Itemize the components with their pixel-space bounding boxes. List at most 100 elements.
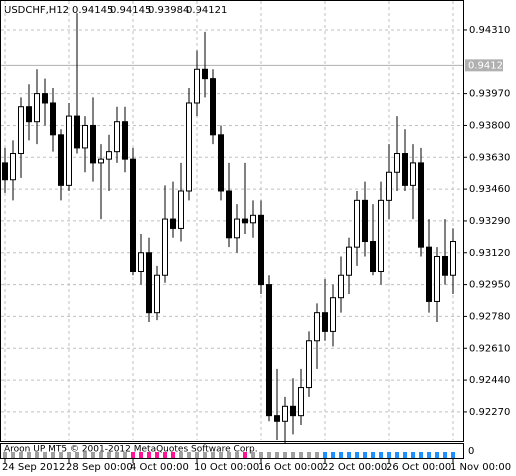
indicator-bar <box>251 452 255 458</box>
candle-body <box>258 214 264 286</box>
candle-body <box>402 153 408 186</box>
candle-body <box>322 312 328 332</box>
indicator-bar <box>427 452 431 458</box>
candle-body <box>306 340 312 389</box>
candle-body <box>234 218 240 239</box>
indicator-bar <box>219 452 223 458</box>
indicator-bar <box>203 452 207 458</box>
indicator-bar <box>347 452 351 458</box>
candle-body <box>66 115 72 186</box>
y-tick-label: 0.93970 <box>469 89 510 100</box>
candle-body <box>162 218 168 276</box>
indicator-bar <box>387 452 391 458</box>
indicator-bar <box>3 452 7 458</box>
candle-body <box>18 106 24 155</box>
indicator-bar <box>11 452 15 458</box>
candle-body <box>418 162 424 248</box>
indicator-bar <box>379 452 383 458</box>
x-tick-label: 1 Nov 00:00 <box>450 462 511 473</box>
indicator-bar <box>267 452 271 458</box>
candle-body <box>122 121 128 160</box>
candle-body <box>2 162 8 181</box>
candle-body <box>362 199 368 243</box>
y-tick-label: 0.92270 <box>469 407 510 418</box>
candle-body <box>26 106 32 123</box>
candle-body <box>82 124 88 149</box>
indicator-bar <box>411 452 415 458</box>
indicator-bar <box>307 452 311 458</box>
indicator-bar <box>235 452 239 458</box>
candle-body <box>90 124 96 164</box>
indicator-bar <box>163 452 167 458</box>
header-close: 0.94121 <box>186 5 227 16</box>
x-tick-label: 22 Oct 00:00 <box>322 462 387 473</box>
candle-body <box>186 102 192 192</box>
header: USDCHF,H12 0.94145 0.94145 0.93984 0.941… <box>4 5 227 16</box>
indicator-bar <box>243 452 247 458</box>
indicator-bar <box>299 452 303 458</box>
candle-body <box>106 151 112 160</box>
candle-body <box>58 134 64 186</box>
indicator-bar <box>435 452 439 458</box>
candle-body <box>218 134 224 192</box>
indicator-bar <box>115 452 119 458</box>
candle-body <box>330 297 336 332</box>
candle-body <box>354 199 360 248</box>
symbol: USDCHF,H12 <box>4 5 69 16</box>
header-high: 0.94145 <box>110 5 151 16</box>
indicator-bar <box>51 452 55 458</box>
indicator-bar <box>371 452 375 458</box>
indicator-bar <box>339 452 343 458</box>
candle-body <box>298 387 304 417</box>
candle-body <box>434 256 440 302</box>
candle-body <box>346 246 352 276</box>
indicator-level: 0 <box>468 446 474 457</box>
indicator-bar <box>187 452 191 458</box>
indicator-bar <box>403 452 407 458</box>
y-tick-label: 0.93800 <box>469 120 510 131</box>
candle-body <box>266 284 272 417</box>
x-tick-label: 10 Oct 00:00 <box>194 462 259 473</box>
price-label: 0.94121 <box>468 60 509 71</box>
indicator-bar <box>155 452 159 458</box>
indicator-bar <box>91 452 95 458</box>
candle-body <box>34 93 40 123</box>
indicator-bar <box>419 452 423 458</box>
candle-body <box>194 68 200 104</box>
indicator-bar <box>147 452 151 458</box>
indicator-bar <box>59 452 63 458</box>
candle-body <box>274 415 280 422</box>
indicator-bar <box>195 452 199 458</box>
indicator-bar <box>395 452 399 458</box>
candle-body <box>74 115 80 149</box>
indicator-bar <box>275 452 279 458</box>
indicator-bar <box>227 452 231 458</box>
header-open: 0.94145 <box>72 5 113 16</box>
candle-body <box>282 405 288 422</box>
candle-body <box>138 252 144 272</box>
candle-body <box>178 190 184 229</box>
indicator-bar <box>27 452 31 458</box>
x-tick-label: 24 Sep 2012 <box>2 462 65 473</box>
candle-body <box>314 312 320 342</box>
x-tick-label: 26 Oct 00:00 <box>386 462 451 473</box>
y-tick-label: 0.92780 <box>469 311 510 322</box>
indicator-bar <box>451 452 455 458</box>
candle-body <box>42 93 48 104</box>
candle-body <box>226 190 232 239</box>
candle-body <box>146 252 152 314</box>
indicator-bar <box>171 452 175 458</box>
indicator-bar <box>131 452 135 458</box>
candle-body <box>370 241 376 272</box>
y-tick-label: 0.92950 <box>469 280 510 291</box>
indicator-bar <box>83 452 87 458</box>
candle-body <box>10 153 16 181</box>
indicator-bar <box>443 452 447 458</box>
candle-body <box>290 405 296 417</box>
y-tick-label: 0.93630 <box>469 152 510 163</box>
indicator-bar <box>67 452 71 458</box>
y-tick-label: 0.93460 <box>469 184 510 195</box>
candle-body <box>386 171 392 201</box>
indicator-bar <box>331 452 335 458</box>
indicator-bar <box>123 452 127 458</box>
